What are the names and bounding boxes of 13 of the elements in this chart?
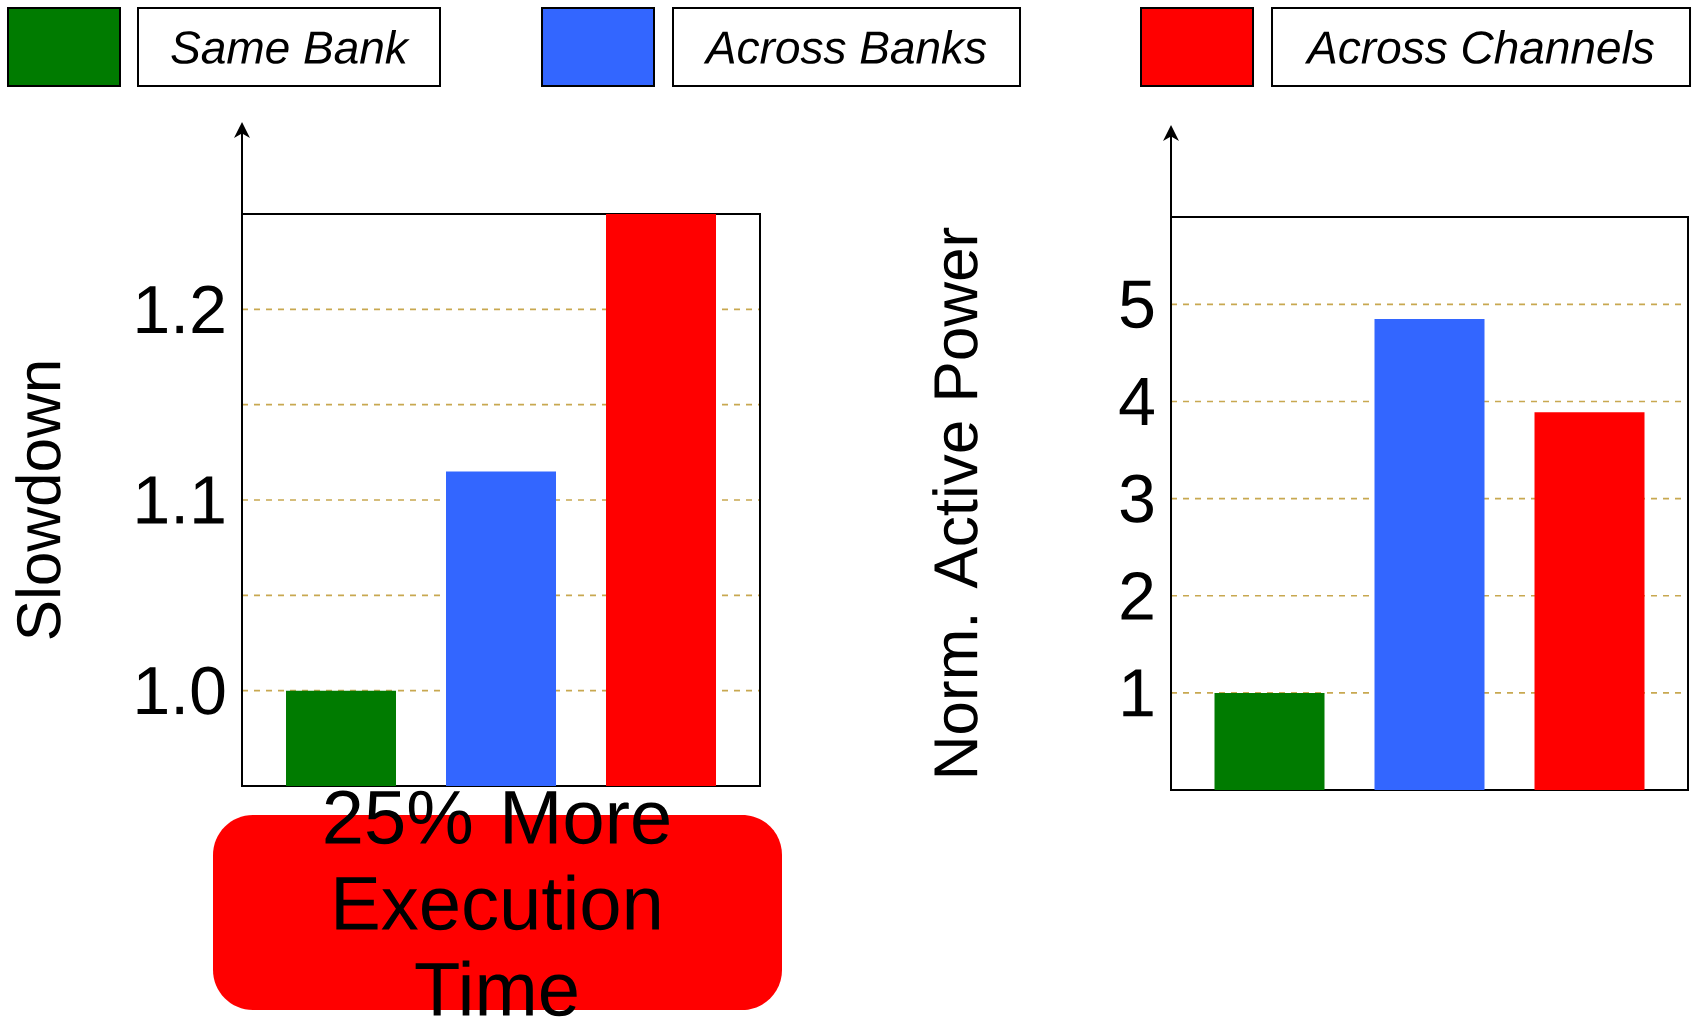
y-axis-title: Slowdown xyxy=(15,362,61,639)
legend-label: Across Banks xyxy=(703,30,987,64)
y-tick-label: 5 xyxy=(1120,280,1154,329)
y-tick-label: 1.0 xyxy=(137,666,225,715)
y-tick-label: 1.2 xyxy=(137,285,224,334)
y-axis-title: Norm. Active Power xyxy=(932,227,978,776)
y-tick-label: 1 xyxy=(1123,669,1153,717)
legend-label: Across Channels xyxy=(1304,30,1654,64)
y-tick-label: 2 xyxy=(1121,572,1153,620)
y-tick-label: 3 xyxy=(1120,474,1153,523)
y-tick-label: 4 xyxy=(1119,378,1154,425)
y-tick-label: 1.1 xyxy=(137,476,224,524)
legend-label: Same Bank xyxy=(171,30,410,64)
